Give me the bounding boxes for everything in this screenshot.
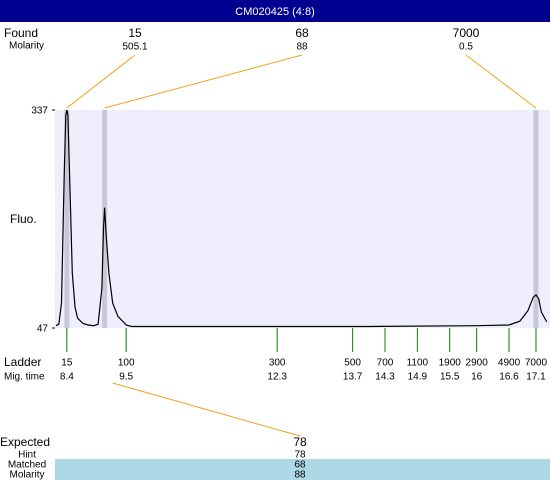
- x-tick-label: 16.6: [499, 372, 519, 383]
- x-tick-label: 16: [471, 372, 483, 383]
- trace: [55, 109, 548, 328]
- found-size: 15: [128, 26, 142, 40]
- molarity-label: Molarity: [9, 41, 44, 52]
- y-tick-label: 337: [31, 106, 48, 117]
- x-tick-label: 14.9: [408, 372, 428, 383]
- x-tick-label: 17.1: [526, 372, 546, 383]
- x-tick-label: 8.4: [60, 372, 74, 383]
- header-bar: [0, 0, 550, 22]
- peak-band: [64, 110, 70, 328]
- x-tick-label: 13.7: [343, 372, 363, 383]
- y-tick-label: 47: [37, 324, 49, 335]
- x-tick-label: 9.5: [119, 372, 133, 383]
- found-molarity: 505.1: [122, 42, 147, 53]
- ladder-size: 2900: [466, 358, 489, 369]
- ladder-size: 500: [344, 358, 361, 369]
- x-axis-label: Mig. time: [4, 372, 45, 383]
- header-title: CM020425 (4:8): [235, 6, 315, 18]
- expected-row-label: Matched: [8, 460, 46, 471]
- found-label: Found: [4, 26, 38, 40]
- found-size: 68: [295, 26, 309, 40]
- found-molarity: 88: [296, 42, 308, 53]
- peak-connector: [66, 54, 136, 109]
- peak-connector: [104, 54, 303, 109]
- found-size: 7000: [453, 26, 480, 40]
- expected-value: 78: [293, 435, 307, 449]
- expected-row-label: Molarity: [9, 470, 44, 480]
- ladder-size: 1900: [439, 358, 462, 369]
- ladder-size: 100: [118, 358, 135, 369]
- y-axis-label: Fluo.: [10, 212, 37, 226]
- ladder-size: 1100: [407, 358, 429, 369]
- found-molarity: 0.5: [459, 42, 473, 53]
- expected-row-value: 68: [294, 460, 306, 471]
- x-tick-label: 14.3: [375, 372, 395, 383]
- expected-row-value: 88: [294, 470, 306, 480]
- expected-row-value: 78: [294, 450, 306, 461]
- ladder-label: Ladder: [4, 355, 41, 369]
- expected-label: Expected: [0, 435, 50, 449]
- plot-area: [55, 110, 550, 328]
- ladder-size: 300: [269, 358, 286, 369]
- ladder-size: 7000: [525, 358, 548, 369]
- ladder-size: 15: [61, 358, 73, 369]
- peak-connector: [465, 54, 537, 109]
- expected-row-label: Hint: [18, 450, 36, 461]
- matched-band: [55, 459, 550, 480]
- x-tick-label: 12.3: [267, 372, 287, 383]
- ladder-size: 700: [377, 358, 394, 369]
- ladder-size: 4900: [498, 358, 521, 369]
- x-tick-label: 15.5: [440, 372, 460, 383]
- expected-connector: [112, 382, 301, 437]
- peak-band: [102, 110, 108, 328]
- peak-band: [533, 110, 539, 328]
